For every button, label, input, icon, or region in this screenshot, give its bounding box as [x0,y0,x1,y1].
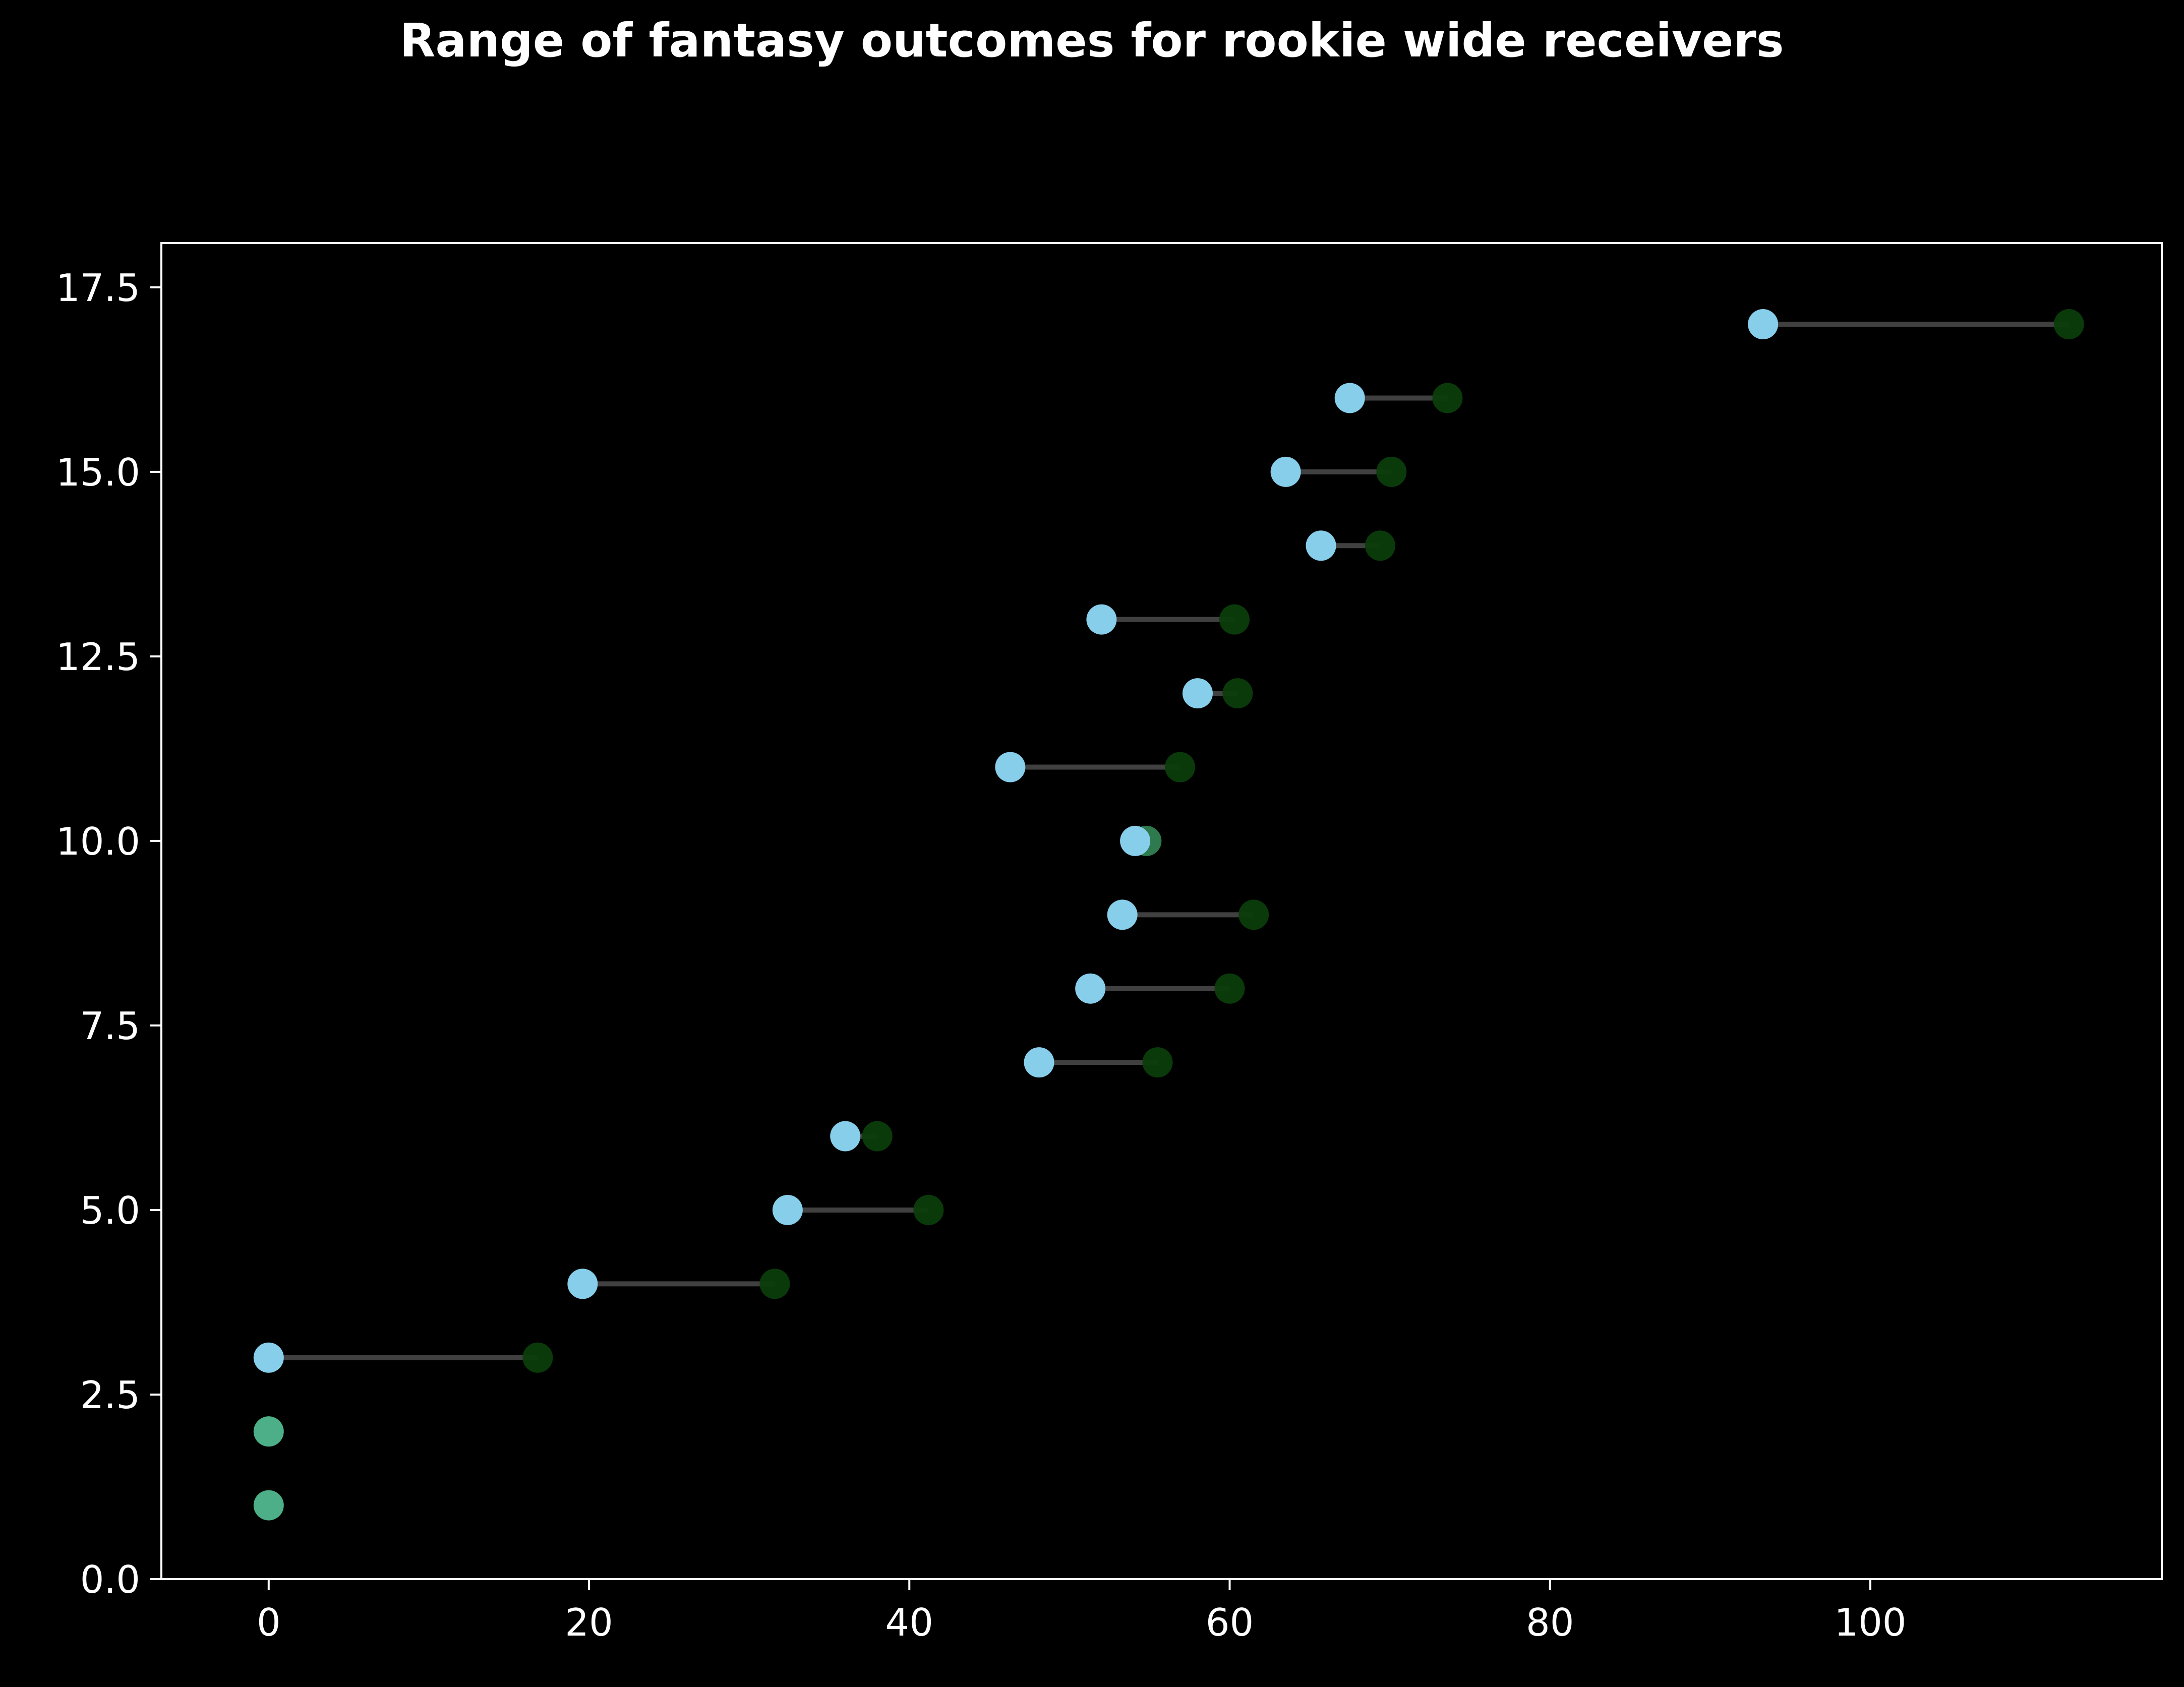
start-marker-16 [1334,383,1365,413]
x-axis: 0 20 40 60 80 100 [257,1579,1907,1645]
start-marker-12 [1182,678,1213,709]
start-marker-8 [1075,973,1106,1004]
x-tick-label-20: 20 [565,1600,613,1645]
x-tick-label-40: 40 [886,1600,933,1645]
end-marker-4 [759,1269,790,1299]
plot-area-frame [160,242,2163,1580]
y-tick-label-10: 10.0 [56,819,140,864]
connector-layer [268,322,2069,1360]
end-marker-17 [2053,309,2084,340]
end-marker-9 [1238,899,1269,930]
start-marker-3 [253,1342,284,1373]
x-tick-label-100: 100 [1834,1600,1906,1645]
end-marker-14 [1365,530,1396,561]
start-marker-6 [830,1121,861,1152]
start-marker-layer [253,309,1779,1521]
start-marker-15 [1270,456,1301,487]
start-marker-11 [995,752,1026,782]
y-tick-label-0: 0.0 [80,1557,140,1602]
end-marker-16 [1432,383,1463,413]
overlap-marker-1 [253,1490,284,1521]
y-tick-label-17.5: 17.5 [56,266,140,310]
x-tick-label-0: 0 [257,1600,281,1645]
start-marker-7 [1024,1047,1054,1078]
y-tick-label-15: 15.0 [56,450,140,495]
end-marker-8 [1214,973,1245,1004]
start-marker-13 [1086,604,1117,635]
start-marker-5 [772,1194,803,1225]
end-marker-12 [1222,678,1253,709]
end-marker-15 [1376,456,1407,487]
y-tick-label-12.5: 12.5 [56,635,140,679]
x-tick-label-60: 60 [1206,1600,1254,1645]
end-marker-13 [1219,604,1250,635]
y-tick-label-2.5: 2.5 [80,1373,140,1417]
end-marker-5 [913,1194,944,1225]
overlap-marker-2 [253,1416,284,1447]
end-marker-6 [862,1121,893,1152]
y-axis: 0.0 2.5 5.0 7.5 10.0 12.5 15.0 17.5 [56,266,161,1602]
start-marker-9 [1107,899,1138,930]
start-marker-17 [1748,309,1779,340]
start-marker-10 [1120,825,1151,856]
y-tick-label-5: 5.0 [80,1188,140,1233]
end-marker-7 [1142,1047,1173,1078]
start-marker-14 [1306,530,1336,561]
start-marker-4 [567,1269,598,1299]
end-marker-11 [1165,752,1196,782]
end-marker-3 [522,1342,553,1373]
chart-title: Range of fantasy outcomes for rookie wid… [400,14,1784,68]
end-marker-layer [522,309,2084,1373]
y-tick-label-7.5: 7.5 [80,1004,140,1048]
x-tick-label-80: 80 [1526,1600,1574,1645]
